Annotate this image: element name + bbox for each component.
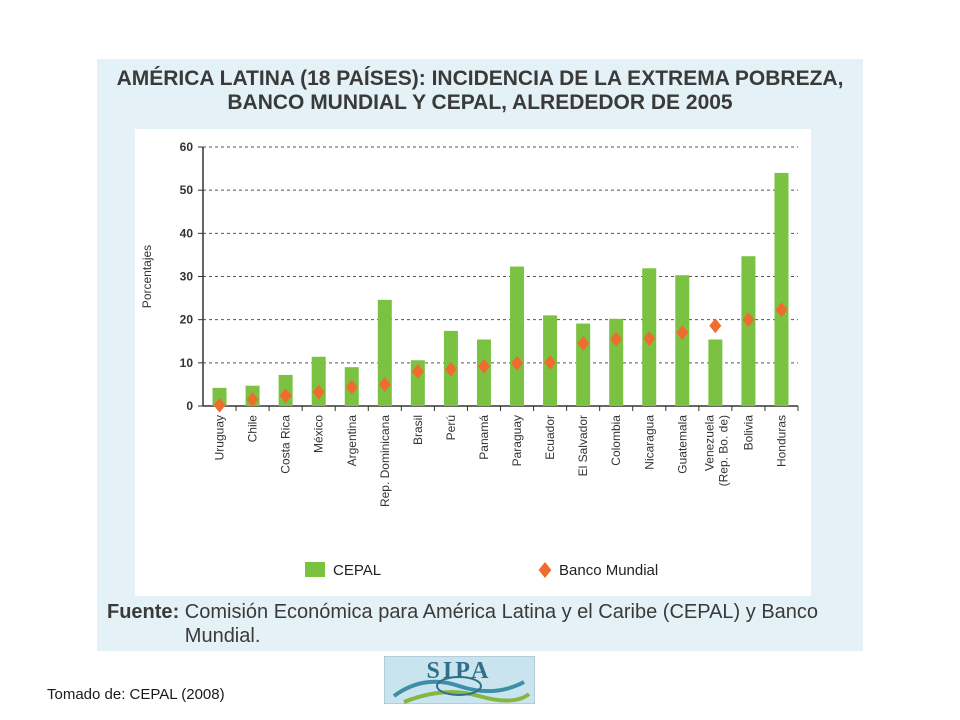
x-tick-label: Brasil — [411, 415, 425, 445]
x-tick-label: Venezuela(Rep. Bo. de) — [702, 415, 730, 487]
y-tick-label: 30 — [180, 270, 194, 284]
y-axis-label: Porcentajes — [140, 245, 154, 308]
plot-area: 0 10 20 30 40 50 60 Porcentajes Uruguay Chile Cost… — [135, 129, 811, 596]
y-tick-label: 40 — [180, 226, 194, 240]
source-label: Fuente — [107, 601, 173, 623]
marker-banco-mundial — [312, 384, 325, 400]
marker-banco-mundial — [742, 312, 755, 328]
marker-banco-mundial — [213, 397, 226, 413]
x-tick-label: Colombia — [609, 415, 623, 466]
x-tick-label: Nicaragua — [642, 415, 656, 470]
y-tick-label: 60 — [180, 140, 194, 154]
chart-title: AMÉRICA LATINA (18 PAÍSES): INCIDENCIA D… — [97, 67, 863, 115]
legend-label-banco-mundial: Banco Mundial — [559, 562, 658, 579]
bar-chart: 0 10 20 30 40 50 60 Porcentajes Uruguay Chile Cost… — [140, 140, 799, 579]
marker-banco-mundial — [709, 318, 722, 334]
marker-banco-mundial — [378, 376, 391, 392]
x-tick-label: El Salvador — [576, 415, 590, 476]
marker-banco-mundial — [676, 325, 689, 341]
x-tick-label: Perú — [444, 415, 458, 440]
x-tick-label: Guatemala — [675, 415, 689, 474]
marker-banco-mundial — [511, 355, 524, 371]
marker-banco-mundial — [610, 331, 623, 347]
chart-title-line1: AMÉRICA LATINA (18 PAÍSES): INCIDENCIA D… — [116, 67, 844, 90]
legend-label-cepal: CEPAL — [333, 562, 381, 579]
marker-banco-mundial — [444, 361, 457, 377]
marker-banco-mundial — [279, 388, 292, 404]
figure-panel: AMÉRICA LATINA (18 PAÍSES): INCIDENCIA D… — [97, 59, 863, 651]
bar-cepal — [708, 339, 723, 406]
x-tick-label: México — [312, 415, 326, 453]
bar-cepal — [774, 172, 789, 406]
x-tick-label: Bolivia — [741, 415, 755, 451]
marker-banco-mundial — [246, 392, 259, 408]
bar-cepal — [675, 275, 690, 406]
x-tick-label: Uruguay — [213, 415, 227, 460]
x-tick-label: Ecuador — [543, 415, 557, 460]
y-tick-label: 10 — [180, 356, 194, 370]
credit-text: Tomado de: CEPAL (2008) — [47, 686, 225, 703]
source-note: Fuente: Comisión Económica para América … — [107, 600, 857, 648]
chart-title-line2: BANCO MUNDIAL Y CEPAL, ALREDEDOR DE 2005 — [227, 91, 733, 114]
bar-cepal — [741, 256, 756, 406]
y-tick-label: 0 — [186, 399, 193, 413]
x-tick-label: Panamá — [477, 415, 491, 460]
source-text: Comisión Económica para América Latina y… — [184, 601, 819, 647]
marker-banco-mundial — [775, 302, 788, 318]
bar-cepal — [510, 266, 525, 406]
y-tick-label: 50 — [180, 183, 194, 197]
sipa-logo: SIPA — [384, 656, 535, 704]
marker-banco-mundial — [345, 379, 358, 395]
y-tick-label: 20 — [180, 313, 194, 327]
bar-cepal — [212, 387, 227, 406]
x-tick-label: Honduras — [774, 415, 788, 467]
bar-cepal — [377, 299, 392, 406]
x-tick-label: Rep. Dominicana — [378, 415, 392, 507]
sipa-logo-text: SIPA — [427, 658, 492, 684]
legend-swatch-banco-mundial — [538, 562, 552, 578]
marker-banco-mundial — [577, 335, 590, 351]
marker-banco-mundial — [477, 358, 490, 374]
marker-banco-mundial — [411, 363, 424, 379]
x-tick-label: Costa Rica — [279, 415, 293, 474]
legend-swatch-cepal — [305, 562, 325, 577]
marker-banco-mundial — [544, 354, 557, 370]
marker-banco-mundial — [643, 331, 656, 347]
x-tick-label: Paraguay — [510, 415, 524, 466]
x-tick-label: Chile — [246, 415, 260, 443]
x-tick-label: Argentina — [345, 415, 359, 467]
